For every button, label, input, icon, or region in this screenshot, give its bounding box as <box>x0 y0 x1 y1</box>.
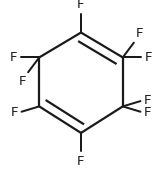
Text: F: F <box>11 106 18 119</box>
Text: F: F <box>10 51 17 64</box>
Text: F: F <box>77 0 85 11</box>
Text: F: F <box>18 75 26 88</box>
Text: F: F <box>77 155 85 168</box>
Text: F: F <box>144 94 151 107</box>
Text: F: F <box>145 51 152 64</box>
Text: F: F <box>144 106 151 119</box>
Text: F: F <box>136 27 144 40</box>
